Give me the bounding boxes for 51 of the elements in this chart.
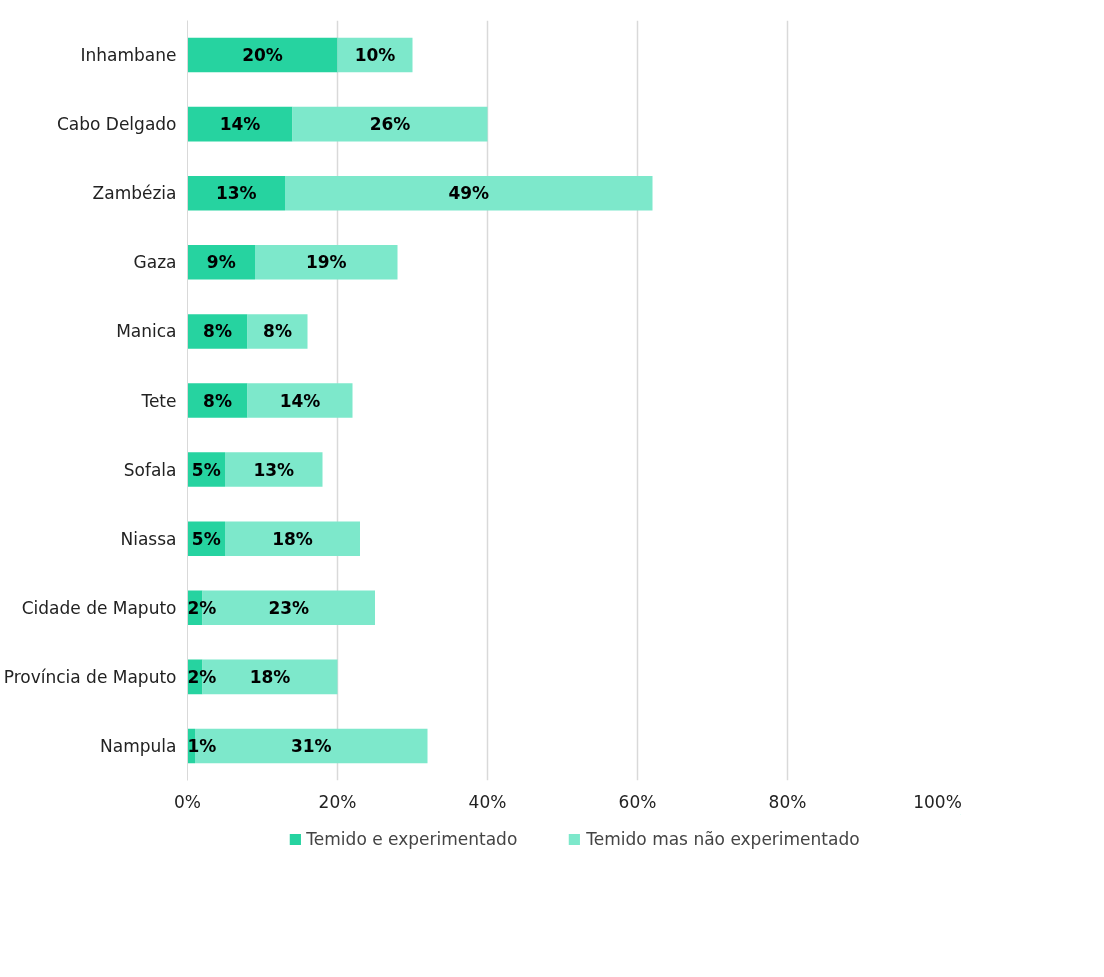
data-label: 18% xyxy=(272,528,313,549)
y-tick-label: Gaza xyxy=(133,252,177,273)
y-tick-label: Província de Maputo xyxy=(3,666,177,687)
x-tick-label: 20% xyxy=(318,791,357,812)
bar xyxy=(285,175,653,211)
data-label: 23% xyxy=(268,597,310,618)
data-label: 14% xyxy=(219,114,261,135)
y-tick-label: Sofala xyxy=(123,459,177,480)
data-label: 5% xyxy=(191,459,221,480)
data-label: 8% xyxy=(263,321,292,342)
data-label: 49% xyxy=(448,183,490,204)
y-tick-label: Niassa xyxy=(120,528,177,549)
data-label: 26% xyxy=(369,114,411,135)
data-label: 1% xyxy=(187,735,217,756)
x-tick-label: 60% xyxy=(618,791,657,812)
data-label: 10% xyxy=(354,45,396,66)
y-tick-label: Cidade de Maputo xyxy=(21,597,177,618)
data-label: 14% xyxy=(279,390,321,411)
data-label: 5% xyxy=(191,528,221,549)
bar xyxy=(187,175,285,211)
bar xyxy=(247,383,353,418)
legend-label: Temido mas não experimentado xyxy=(586,829,860,849)
y-tick-label: Nampula xyxy=(100,735,177,756)
bar xyxy=(187,106,293,142)
y-tick-label: Zambézia xyxy=(92,183,177,204)
data-label: 13% xyxy=(253,459,295,480)
bar xyxy=(292,106,488,142)
data-label: 18% xyxy=(249,666,291,687)
y-tick-label: Manica xyxy=(116,321,177,342)
y-tick-label: Tete xyxy=(140,390,177,411)
data-label: 8% xyxy=(203,390,232,411)
x-tick-label: 0% xyxy=(174,791,201,812)
bar xyxy=(255,245,398,280)
y-tick-label: Inhambane xyxy=(80,45,177,66)
data-label: 2% xyxy=(187,597,217,618)
data-label: 8% xyxy=(203,321,232,342)
bar xyxy=(225,521,360,556)
bar xyxy=(187,37,338,73)
x-tick-label: 40% xyxy=(468,791,507,812)
x-tick-label: 80% xyxy=(768,791,807,812)
legend-label: Temido e experimentado xyxy=(306,829,518,849)
y-tick-label: Cabo Delgado xyxy=(56,114,177,135)
data-label: 9% xyxy=(206,252,236,273)
bar xyxy=(187,245,255,280)
data-label: 31% xyxy=(290,735,332,756)
bar xyxy=(225,452,323,487)
data-label: 13% xyxy=(215,183,257,204)
data-label: 20% xyxy=(242,45,283,66)
data-label: 19% xyxy=(305,252,347,273)
x-tick-label: 100% xyxy=(913,791,962,812)
data-label: 2% xyxy=(187,666,217,687)
